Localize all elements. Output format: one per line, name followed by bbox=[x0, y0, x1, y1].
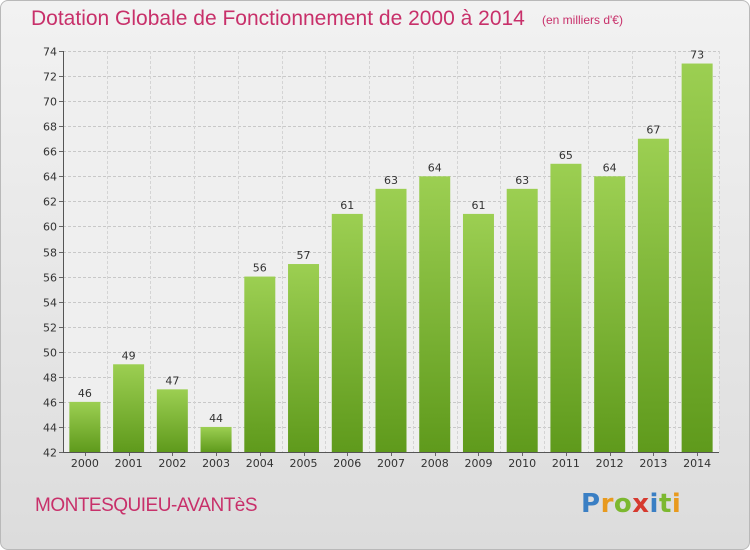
y-tick-label: 54 bbox=[43, 297, 57, 310]
x-tick-label: 2006 bbox=[333, 457, 361, 470]
bar bbox=[113, 364, 145, 452]
data-label: 61 bbox=[340, 199, 354, 212]
x-tick-label: 2002 bbox=[158, 457, 186, 470]
data-label: 61 bbox=[471, 199, 485, 212]
x-tick-label: 2005 bbox=[290, 457, 318, 470]
bar bbox=[200, 426, 232, 452]
y-tick-label: 60 bbox=[43, 221, 57, 234]
y-tick-label: 58 bbox=[43, 247, 57, 260]
data-label: 67 bbox=[646, 124, 660, 137]
bar bbox=[288, 264, 320, 452]
x-tick-label: 2000 bbox=[71, 457, 99, 470]
y-tick-label: 42 bbox=[43, 447, 57, 460]
y-tick-label: 52 bbox=[43, 322, 57, 335]
data-label: 64 bbox=[603, 161, 617, 174]
bar bbox=[419, 176, 451, 452]
x-tick-label: 2007 bbox=[377, 457, 405, 470]
y-tick-label: 56 bbox=[43, 272, 57, 285]
y-tick-label: 74 bbox=[43, 46, 57, 59]
data-label: 56 bbox=[253, 262, 267, 275]
chart-subtitle: (en milliers d'€) bbox=[542, 13, 623, 27]
bar bbox=[594, 176, 626, 452]
x-tick-label: 2012 bbox=[596, 457, 624, 470]
x-tick-label: 2010 bbox=[508, 457, 536, 470]
data-label: 73 bbox=[690, 49, 704, 62]
bar bbox=[462, 213, 494, 452]
proxiti-logo: Proxiti bbox=[581, 489, 682, 519]
bar bbox=[375, 188, 407, 452]
data-label: 63 bbox=[384, 174, 398, 187]
data-label: 63 bbox=[515, 174, 529, 187]
bar bbox=[550, 163, 582, 452]
bar bbox=[681, 63, 713, 452]
y-tick-label: 62 bbox=[43, 196, 57, 209]
bar bbox=[331, 213, 363, 452]
y-tick-label: 46 bbox=[43, 397, 57, 410]
data-label: 49 bbox=[122, 349, 136, 362]
x-tick-label: 2013 bbox=[639, 457, 667, 470]
y-tick-label: 70 bbox=[43, 96, 57, 109]
data-label: 46 bbox=[78, 387, 92, 400]
data-label: 44 bbox=[209, 412, 223, 425]
bar bbox=[637, 138, 669, 452]
x-tick-label: 2011 bbox=[552, 457, 580, 470]
y-tick-label: 64 bbox=[43, 171, 57, 184]
data-label: 65 bbox=[559, 149, 573, 162]
data-label: 57 bbox=[297, 249, 311, 262]
bar bbox=[69, 401, 101, 452]
x-tick-label: 2001 bbox=[115, 457, 143, 470]
x-tick-label: 2014 bbox=[683, 457, 711, 470]
chart-title: Dotation Globale de Fonctionnement de 20… bbox=[31, 7, 525, 30]
x-tick-label: 2004 bbox=[246, 457, 274, 470]
commune-name: MONTESQUIEU-AVANTèS bbox=[35, 495, 258, 516]
y-tick-label: 50 bbox=[43, 347, 57, 360]
bar bbox=[506, 188, 538, 452]
data-label: 47 bbox=[165, 374, 179, 387]
x-tick-label: 2003 bbox=[202, 457, 230, 470]
y-tick-label: 66 bbox=[43, 146, 57, 159]
x-tick-label: 2008 bbox=[421, 457, 449, 470]
bar bbox=[244, 276, 276, 452]
y-tick-label: 68 bbox=[43, 121, 57, 134]
bar bbox=[156, 389, 188, 452]
y-tick-label: 48 bbox=[43, 372, 57, 385]
data-label: 64 bbox=[428, 161, 442, 174]
y-tick-label: 44 bbox=[43, 422, 57, 435]
x-tick-label: 2009 bbox=[464, 457, 492, 470]
y-tick-label: 72 bbox=[43, 71, 57, 84]
